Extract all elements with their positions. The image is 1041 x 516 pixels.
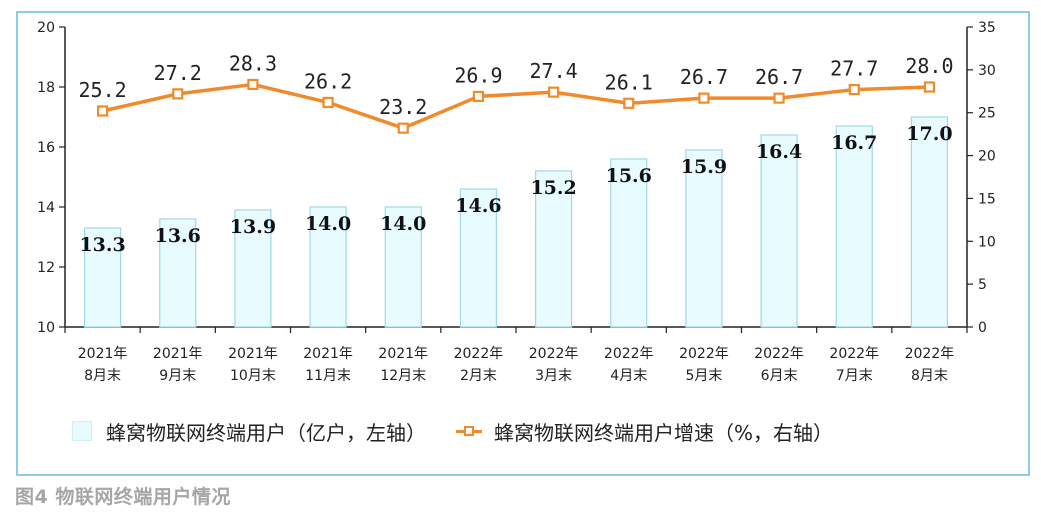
growth-rate-label: 27.2 [154,61,202,85]
growth-rate-point [472,90,485,103]
growth-rate-point [247,78,259,91]
growth-rate-label: 26.7 [755,65,803,89]
x-tick-label-month: 12月末 [380,368,426,384]
right-axis-tick-label: 5 [978,277,987,293]
growth-rate-point [172,88,184,100]
growth-rate-label: 28.0 [905,54,953,78]
growth-rate-point [698,92,710,104]
legend-bar-label: 蜂窝物联网终端用户（亿户，左轴） [106,420,426,445]
x-tick-label-year: 2022年 [454,346,504,362]
growth-rate-point [848,83,860,96]
x-tick-label-month: 8月末 [911,368,948,384]
x-tick-label-year: 2021年 [378,346,428,362]
x-tick-label-year: 2021年 [228,346,278,362]
growth-rate-line [102,82,930,130]
bar-user-count [534,170,573,328]
x-tick-label-month: 2月末 [460,368,497,384]
bar-data-label: 14.0 [305,213,351,235]
x-tick-label-year: 2021年 [78,346,128,362]
growth-rate-label: 26.9 [454,63,502,87]
x-tick-label-year: 2022年 [604,346,654,362]
x-tick-label-year: 2022年 [529,346,579,362]
right-axis-tick-label: 30 [978,63,996,79]
bar-user-count [835,125,873,328]
bar-data-label: 15.9 [681,156,727,178]
right-axis-tick-label: 25 [978,106,996,122]
chart-legend: 蜂窝物联网终端用户（亿户，左轴） 蜂窝物联网终端用户增速（%，右轴） [72,414,863,448]
left-axis-tick-label: 14 [37,200,55,216]
bar-data-label: 16.7 [831,132,877,154]
growth-rate-point [322,96,334,109]
x-tick-label-month: 8月末 [84,368,121,384]
growth-rate-label: 23.2 [379,95,427,119]
growth-rate-label: 25.2 [78,78,126,102]
bar-data-label: 13.6 [155,225,201,247]
bar-user-count [159,218,197,328]
x-tick-label-month: 5月末 [685,368,722,384]
x-tick-label-month: 10月末 [230,368,276,384]
bar-user-count [384,206,422,328]
legend-bar-swatch [72,421,92,441]
x-tick-label-year: 2021年 [303,346,353,362]
growth-rate-point [623,97,635,109]
bar-user-count [234,209,272,328]
growth-rate-point [547,86,560,98]
growth-rate-point [397,122,409,134]
growth-rate-label: 27.4 [529,59,577,83]
bar-data-label: 15.2 [530,177,576,199]
bar-data-label: 14.0 [380,213,426,235]
right-axis-tick-label: 10 [978,234,996,250]
growth-rate-label: 26.1 [605,70,653,94]
growth-rate-point [96,105,109,117]
bar-user-count [83,227,122,328]
growth-rate-label: 26.2 [304,69,352,93]
x-tick-label-year: 2022年 [829,346,879,362]
bar-data-label: 14.6 [455,195,501,217]
x-tick-label-month: 3月末 [535,368,572,384]
growth-rate-label: 27.7 [830,57,878,81]
bar-user-count [685,149,723,328]
left-axis-tick-label: 16 [37,140,55,156]
left-axis-tick-label: 10 [37,320,55,336]
left-axis-tick-label: 20 [37,20,55,36]
x-tick-label-year: 2022年 [905,346,955,362]
legend-line-swatch [456,421,482,441]
x-tick-label-month: 4月末 [610,368,647,384]
bar-data-label: 13.3 [79,234,125,256]
x-tick-label-month: 7月末 [836,368,873,384]
bar-data-label: 15.6 [606,165,652,187]
x-tick-label-month: 6月末 [761,368,798,384]
bar-user-count [309,206,347,328]
figure-caption: 图4 物联网终端用户情况 [15,486,231,508]
right-axis-tick-label: 35 [978,20,996,36]
growth-rate-label: 26.7 [680,65,728,89]
growth-rate-label: 28.3 [229,51,277,75]
bar-user-count [910,116,949,328]
x-tick-label-month: 9月末 [159,368,196,384]
legend-line-label: 蜂窝物联网终端用户增速（%，右轴） [494,420,834,445]
x-tick-label-month: 11月末 [305,368,351,384]
growth-rate-point [773,92,785,104]
right-axis-tick-label: 0 [978,320,987,336]
growth-rate-point [923,81,936,93]
bar-user-count [610,158,648,328]
legend-item-bars: 蜂窝物联网终端用户（亿户，左轴） [72,417,426,446]
legend-item-line: 蜂窝物联网终端用户增速（%，右轴） [456,417,833,446]
bar-data-label: 16.4 [756,141,802,163]
left-axis-tick-label: 12 [37,260,55,276]
right-axis-tick-label: 20 [978,149,996,165]
bar-user-count [760,134,798,328]
x-tick-label-year: 2022年 [754,346,804,362]
bar-data-label: 17.0 [906,123,952,145]
bar-user-count [459,188,498,328]
left-axis-tick-label: 18 [37,80,55,96]
x-tick-label-year: 2022年 [679,346,729,362]
bar-data-label: 13.9 [230,216,276,238]
x-tick-label-year: 2021年 [153,346,203,362]
right-axis-tick-label: 15 [978,191,996,207]
